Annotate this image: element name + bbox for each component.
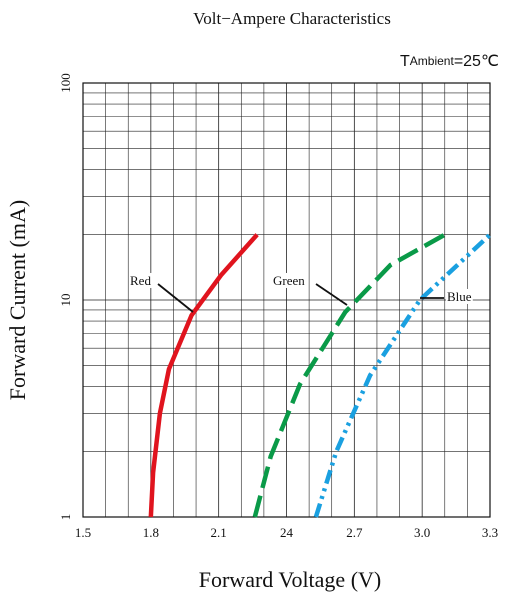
series-label: Green	[273, 273, 305, 288]
x-tick-label: 3.3	[482, 525, 498, 540]
condition-symbol: T	[400, 53, 410, 70]
leader-line	[315, 283, 348, 306]
leader-line	[157, 283, 194, 313]
series-label: Red	[130, 273, 151, 288]
y-tick-label: 10	[58, 294, 73, 307]
y-axis-label: Forward Current (mA)	[5, 200, 30, 400]
series-line	[148, 233, 259, 518]
series-label: Blue	[447, 289, 472, 304]
x-tick-label: 24	[280, 525, 294, 540]
x-tick-label: 2.1	[211, 525, 227, 540]
condition: TAmbient=25℃	[400, 53, 499, 70]
series-line	[313, 233, 492, 518]
x-axis-label: Forward Voltage (V)	[199, 567, 382, 592]
label-bg	[446, 288, 473, 304]
series-line	[252, 232, 446, 518]
x-tick-label: 2.7	[346, 525, 363, 540]
x-tick-label: 1.8	[143, 525, 159, 540]
y-tick-label: 100	[58, 73, 73, 93]
chart-title: Volt−Ampere Characteristics	[193, 9, 391, 28]
plot-frame	[82, 82, 491, 518]
label-bg	[272, 272, 307, 288]
x-tick-label: 3.0	[414, 525, 430, 540]
condition-subscript: Ambient	[410, 54, 455, 68]
x-tick-label: 1.5	[75, 525, 91, 540]
label-bg	[129, 272, 153, 288]
y-tick-label: 1	[58, 514, 73, 521]
condition-text: =25℃	[454, 53, 499, 70]
